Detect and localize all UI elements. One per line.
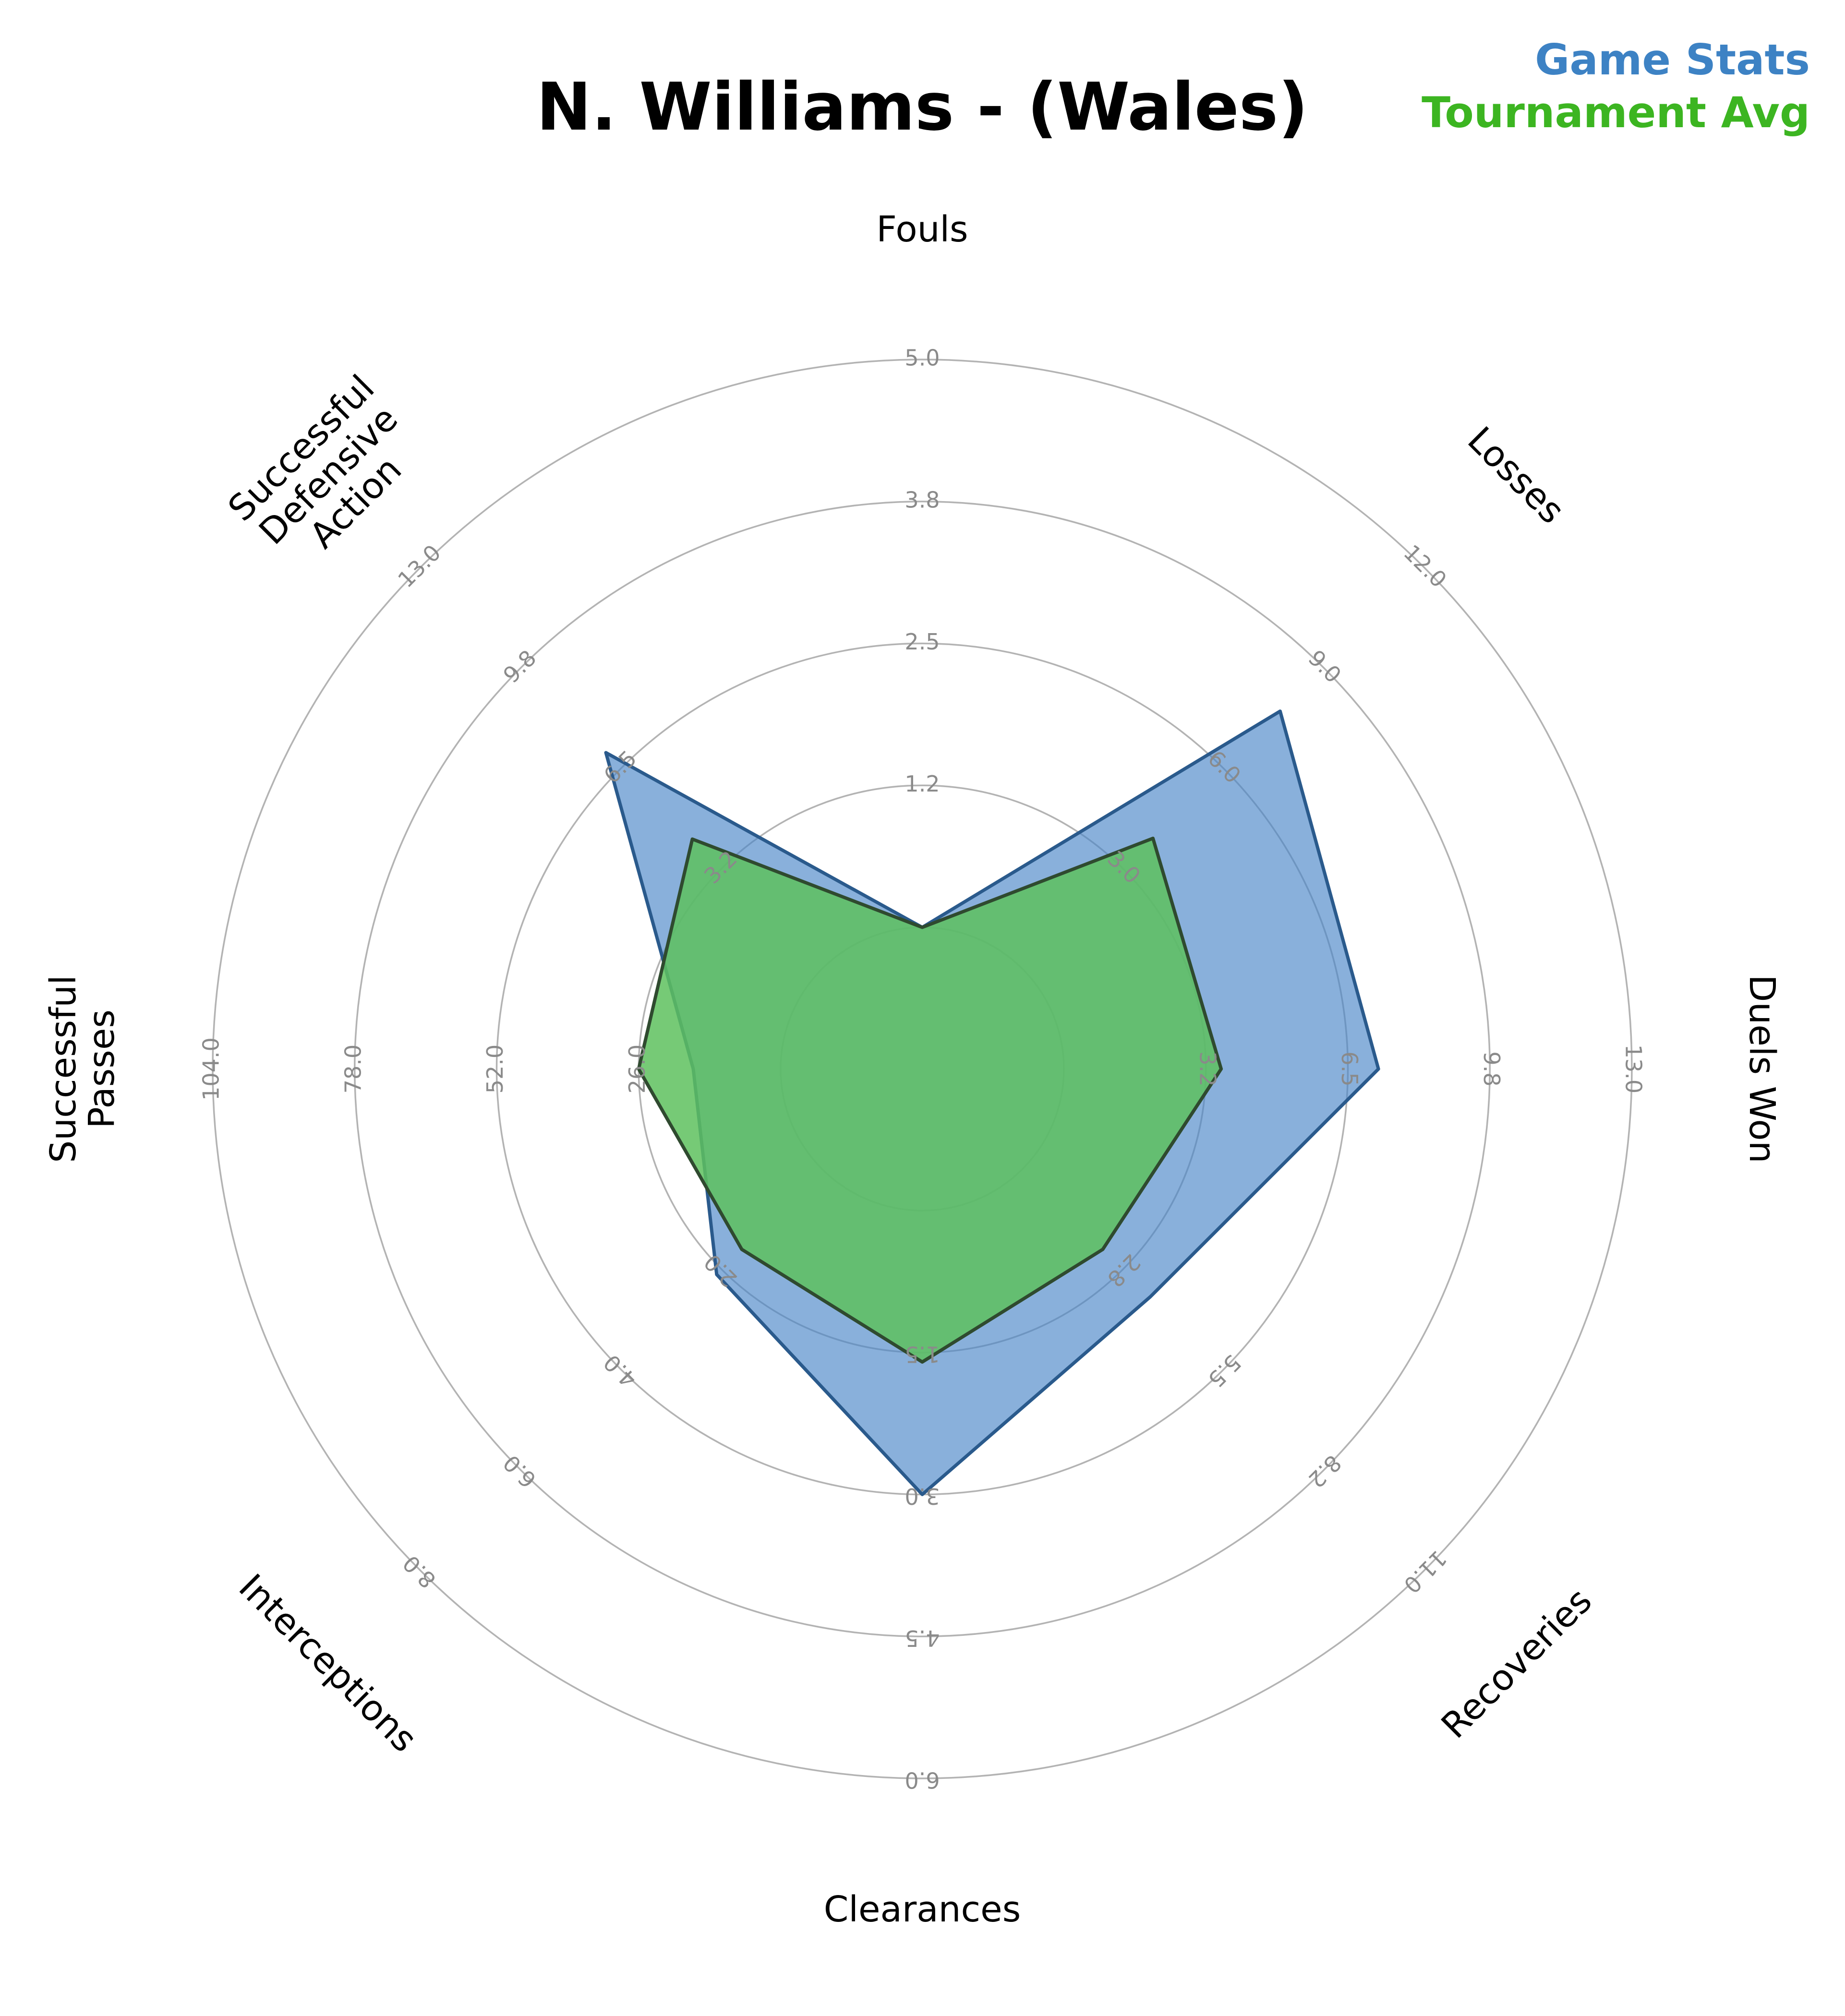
chart-title: N. Williams - (Wales)	[536, 69, 1308, 145]
tick-label: 8.2	[1303, 1450, 1347, 1493]
grid-ring	[212, 359, 1633, 1779]
axis-label: SuccessfulDefensiveAction	[220, 367, 437, 584]
tick-label: 1.2	[904, 771, 940, 797]
tick-label: 13.0	[393, 540, 446, 593]
tick-label: 9.8	[498, 645, 542, 688]
tick-label: 26.0	[624, 1044, 650, 1093]
axis-label-line: Duels Won	[1741, 974, 1783, 1163]
tick-label: 3.0	[904, 1483, 940, 1509]
axis-label: Duels Won	[1741, 974, 1783, 1163]
series-tournament-avg	[637, 837, 1223, 1364]
axis-label-line: Interceptions	[231, 1566, 425, 1760]
axis-label: Clearances	[824, 1889, 1021, 1930]
tick-label: 6.0	[498, 1450, 542, 1493]
tick-label: 9.0	[1303, 645, 1346, 688]
axis-label: SuccessfulPasses	[43, 975, 122, 1163]
tick-label: 12.0	[1399, 540, 1452, 593]
axis-label: Fouls	[876, 209, 968, 250]
tick-label: 13.0	[1621, 1044, 1647, 1093]
axis-label: Losses	[1459, 419, 1572, 532]
tick-label: 6.0	[904, 1767, 940, 1793]
tick-label: 3.8	[904, 487, 940, 513]
tick-label: 78.0	[340, 1044, 366, 1093]
axis-label-line: Fouls	[876, 209, 968, 250]
axis-label-line: Losses	[1459, 419, 1572, 532]
axis-label: Interceptions	[231, 1566, 425, 1760]
axis-label-line: Passes	[81, 1009, 122, 1128]
tick-label: 52.0	[482, 1044, 508, 1093]
legend-game-stats: Game Stats	[1535, 35, 1810, 84]
tick-label: 8.0	[398, 1550, 441, 1594]
axis-label-line: Recoveries	[1434, 1580, 1600, 1746]
tick-label: 5.5	[1203, 1349, 1246, 1392]
grid-ring	[354, 501, 1491, 1637]
tick-label: 5.0	[904, 345, 940, 371]
tick-label: 4.0	[599, 1349, 642, 1392]
tick-label: 104.0	[198, 1037, 224, 1101]
tick-label: 6.5	[1337, 1051, 1363, 1086]
radar-series	[604, 709, 1380, 1496]
tick-label: 1.5	[904, 1341, 940, 1367]
tick-label: 11.0	[1399, 1545, 1452, 1598]
axis-label-line: Successful	[43, 975, 84, 1163]
axis-label-line: Clearances	[824, 1889, 1021, 1930]
legend-tournament-avg: Tournament Avg	[1422, 88, 1810, 137]
tick-label: 9.8	[1479, 1051, 1505, 1086]
tick-label: 3.2	[1194, 1051, 1220, 1086]
tick-label: 2.5	[904, 629, 940, 655]
axis-label: Recoveries	[1434, 1580, 1600, 1746]
tick-label: 4.5	[904, 1625, 940, 1651]
